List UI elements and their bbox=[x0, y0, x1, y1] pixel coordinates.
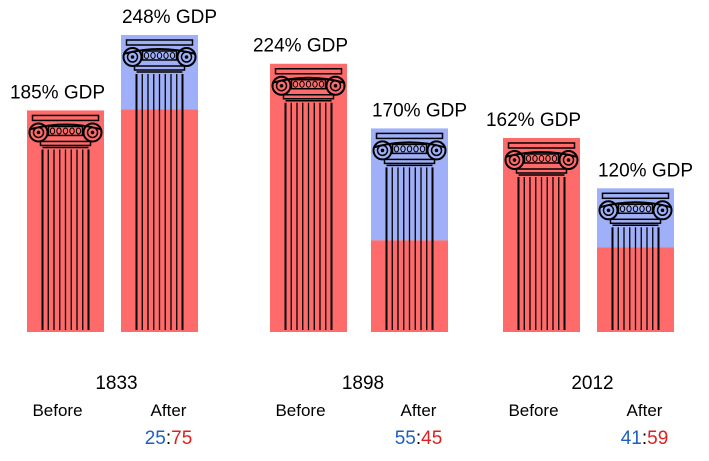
ratio-label-2012: 41:59 bbox=[621, 428, 669, 449]
value-label-1833-after: 248% GDP bbox=[122, 7, 217, 28]
before-label-1833: Before bbox=[32, 401, 82, 420]
before-label-2012: Before bbox=[508, 401, 558, 420]
year-label-2012: 2012 bbox=[571, 373, 613, 394]
pillar-icon bbox=[28, 114, 103, 330]
pillar-icon bbox=[372, 132, 447, 330]
pillar-icon bbox=[271, 67, 346, 330]
after-label-1898: After bbox=[401, 401, 437, 420]
value-label-1833-before: 185% GDP bbox=[10, 82, 105, 103]
pillar-icon bbox=[598, 192, 673, 330]
pillar-icon bbox=[504, 142, 579, 330]
bar-2012-after bbox=[597, 188, 674, 332]
value-label-1898-after: 170% GDP bbox=[372, 100, 467, 121]
value-label-2012-before: 162% GDP bbox=[486, 110, 581, 131]
after-label-1833: After bbox=[151, 401, 187, 420]
ratio-label-1833: 25:75 bbox=[145, 428, 193, 449]
pillar-icon bbox=[122, 39, 197, 330]
bar-1833-after bbox=[121, 35, 198, 332]
value-label-1898-before: 224% GDP bbox=[253, 36, 348, 57]
after-label-2012: After bbox=[627, 401, 663, 420]
group-2012: 162% GDP Before 120% GDP After 2012 41:59 bbox=[486, 110, 693, 449]
bar-1898-after bbox=[371, 128, 448, 332]
bar-2012-before bbox=[503, 137, 580, 332]
ratio-label-1898: 55:45 bbox=[395, 428, 443, 449]
year-label-1833: 1833 bbox=[95, 373, 137, 394]
value-label-2012-after: 120% GDP bbox=[598, 160, 693, 181]
year-label-1898: 1898 bbox=[342, 373, 384, 394]
group-1833: 185% GDP Before 248% GDP After 1833 25:75 bbox=[10, 7, 217, 449]
before-label-1898: Before bbox=[275, 401, 325, 420]
bar-1833-before bbox=[27, 110, 104, 333]
group-1898: 224% GDP Before 170% GDP After 1898 55:45 bbox=[253, 36, 467, 449]
bar-1898-before bbox=[270, 63, 347, 332]
